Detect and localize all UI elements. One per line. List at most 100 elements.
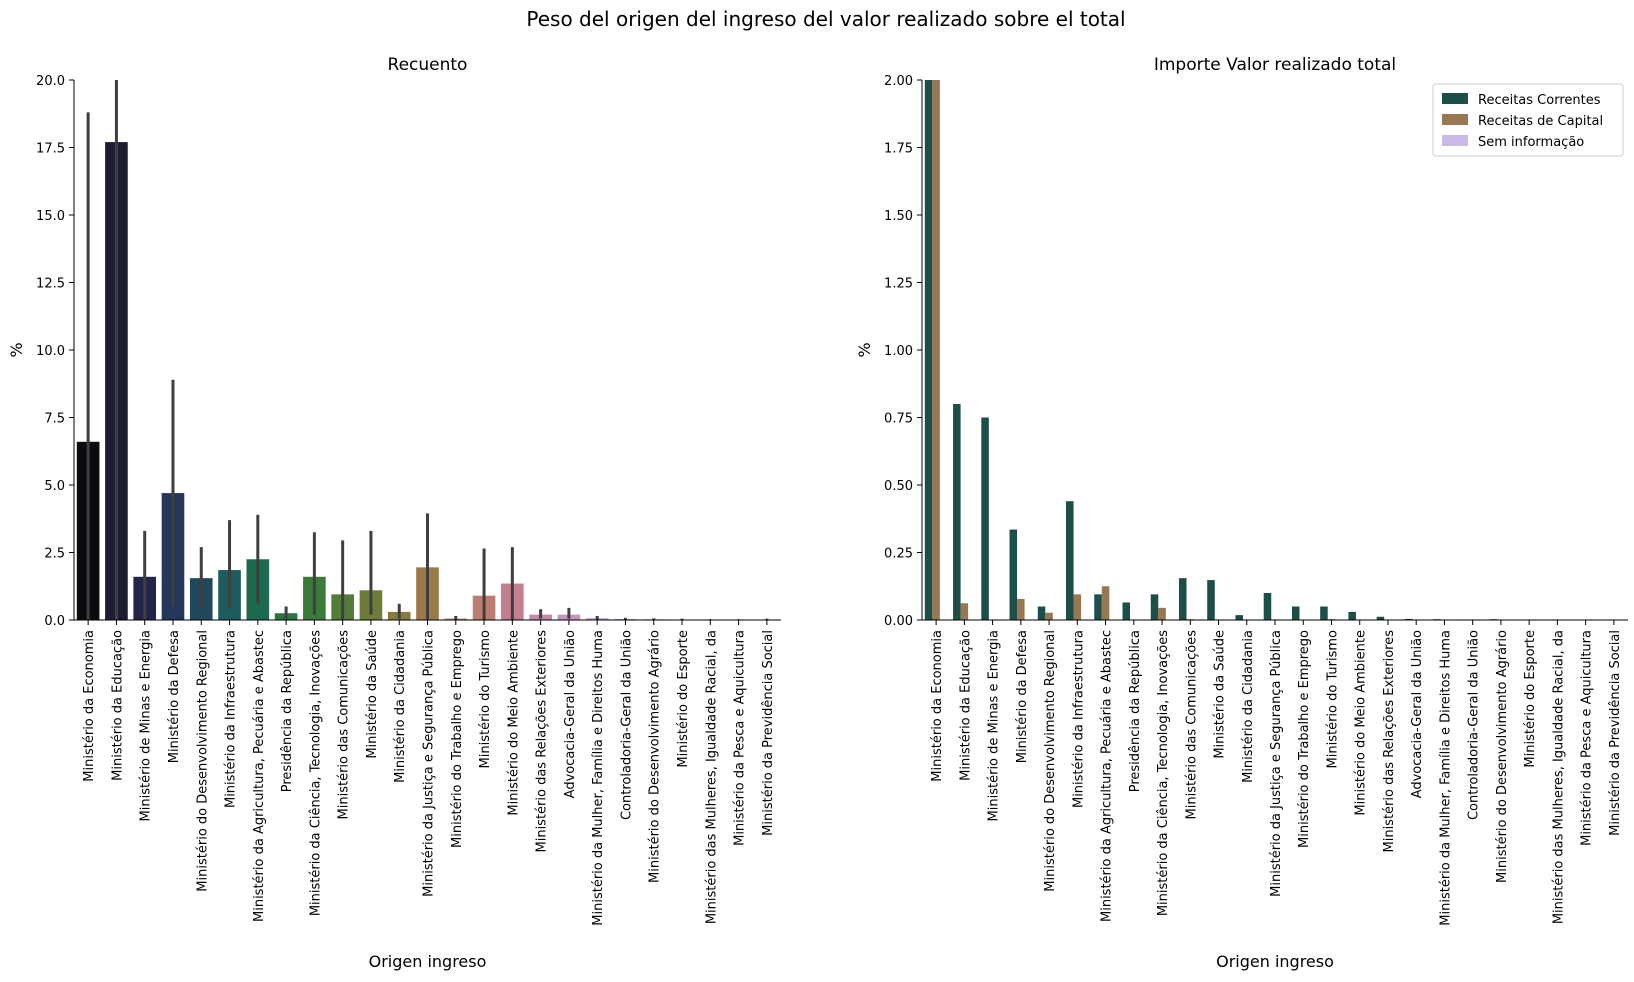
y-tick-label: 17.5 xyxy=(36,142,65,157)
x-tick-label: Ministério da Economia xyxy=(82,630,97,782)
x-tick-label: Ministério do Trabalho e Emprego xyxy=(450,630,465,848)
x-tick-label: Ministério da Saúde xyxy=(1213,630,1228,759)
x-tick-label: Ministério do Meio Ambiente xyxy=(506,630,521,816)
bar-receitas-correntes xyxy=(1235,615,1243,620)
x-tick-label: Controladoria-Geral da União xyxy=(1467,630,1482,820)
bar-receitas-correntes xyxy=(1179,578,1187,620)
y-tick-label: 20.0 xyxy=(36,74,65,89)
legend-label: Receitas de Capital xyxy=(1478,114,1603,129)
x-tick-label: Ministério do Turismo xyxy=(1325,630,1340,769)
x-tick-label: Ministério da Saúde xyxy=(365,630,380,759)
y-tick-label: 0.25 xyxy=(884,547,913,562)
bar-receitas-correntes xyxy=(1123,602,1131,620)
chart-title: Importe Valor realizado total xyxy=(1154,55,1396,75)
bar-receitas-de-capital xyxy=(1074,594,1082,620)
x-tick-label: Ministério do Esporte xyxy=(1523,630,1538,768)
legend-swatch xyxy=(1442,93,1468,104)
y-tick-label: 0.0 xyxy=(44,614,65,629)
x-tick-label: Ministério da Pesca e Aquicultura xyxy=(733,630,748,846)
x-tick-label: Ministério das Relações Exteriores xyxy=(535,630,550,853)
y-tick-label: 1.00 xyxy=(884,344,913,359)
bar-receitas-correntes xyxy=(1264,593,1272,620)
bar-receitas-correntes xyxy=(1207,580,1215,620)
bar-receitas-correntes xyxy=(1292,607,1300,621)
bar-receitas-correntes xyxy=(1010,530,1018,620)
x-tick-label: Advocacia-Geral da União xyxy=(1410,630,1425,798)
bar-receitas-correntes xyxy=(1038,607,1046,621)
bar-receitas-de-capital xyxy=(932,80,940,620)
x-tick-label: Ministério do Desenvolvimento Agrário xyxy=(648,630,663,883)
bar-receitas-de-capital xyxy=(1102,586,1110,620)
x-tick-label: Ministério das Mulheres, Igualdade Racia… xyxy=(1551,630,1566,924)
legend: Receitas Correntes Receitas de Capital Sem… xyxy=(1433,84,1623,156)
x-tick-label: Ministério da Agricultura, Pecuária e Ab… xyxy=(252,630,267,922)
y-tick-label: 1.50 xyxy=(884,209,913,224)
x-tick-label: Ministério da Defesa xyxy=(1015,630,1030,763)
y-tick-label: 0.50 xyxy=(884,479,913,494)
bar-receitas-correntes xyxy=(1151,594,1159,620)
x-tick-label: Ministério do Desenvolvimento Agrário xyxy=(1495,630,1510,883)
legend-label: Sem informação xyxy=(1478,135,1584,150)
y-tick-label: 2.5 xyxy=(44,547,65,562)
y-tick-label: 0.00 xyxy=(884,614,913,629)
legend-label: Receitas Correntes xyxy=(1478,93,1601,108)
bar-receitas-de-capital xyxy=(1158,608,1166,620)
y-tick-label: 1.25 xyxy=(884,277,913,292)
x-tick-label: Ministério do Turismo xyxy=(478,630,493,769)
x-tick-label: Ministério do Desenvolvimento Regional xyxy=(1043,630,1058,892)
y-axis-label: % xyxy=(7,342,26,357)
x-tick-label: Ministério de Minas e Energia xyxy=(987,630,1002,821)
x-tick-label: Ministério da Cidadania xyxy=(393,630,408,783)
x-tick-label: Ministério do Meio Ambiente xyxy=(1354,630,1369,816)
x-tick-label: Ministério da Pesca e Aquicultura xyxy=(1580,630,1595,846)
x-tick-label: Controladoria-Geral da União xyxy=(619,630,634,820)
x-tick-label: Presidência da República xyxy=(280,630,295,792)
chart-importe: Importe Valor realizado total 0.00 0.25 0.5… xyxy=(855,55,1628,971)
bar-receitas-correntes xyxy=(1348,612,1356,620)
x-tick-label: Ministério da Cidadania xyxy=(1241,630,1256,783)
x-tick-label: Ministério do Esporte xyxy=(676,630,691,768)
bar-receitas-correntes xyxy=(953,404,961,620)
x-tick-label: Ministério da Defesa xyxy=(167,630,182,763)
x-tick-label: Ministério da Infraestrutura xyxy=(224,630,239,808)
x-tick-label: Ministério da Educação xyxy=(958,630,973,781)
bar-receitas-de-capital xyxy=(1045,613,1053,620)
x-tick-label: Ministério da Ciência, Tecnologia, Inova… xyxy=(308,630,323,916)
bar-receitas-de-capital xyxy=(1017,599,1025,620)
chart-title: Recuento xyxy=(388,55,468,75)
chart-recuento: Recuento 0.0 2.5 5.0 7.5 10.0 12.5 15.0 17.5 20.0… xyxy=(7,55,781,971)
y-tick-label: 1.75 xyxy=(884,142,913,157)
bar-receitas-correntes xyxy=(981,418,989,621)
x-tick-label: Ministério de Minas e Energia xyxy=(139,630,154,821)
x-tick-label: Ministério da Justiça e Segurança Públic… xyxy=(422,630,437,897)
x-tick-label: Ministério da Economia xyxy=(930,630,945,782)
y-tick-label: 10.0 xyxy=(36,344,65,359)
x-tick-label: Ministério das Relações Exteriores xyxy=(1382,630,1397,853)
bar-receitas-de-capital xyxy=(961,603,969,620)
legend-swatch xyxy=(1442,135,1468,146)
y-tick-label: 15.0 xyxy=(36,209,65,224)
x-tick-label: Ministério da Justiça e Segurança Públic… xyxy=(1269,630,1284,897)
y-tick-label: 7.5 xyxy=(44,412,65,427)
x-tick-label: Ministério da Mulher, Família e Direitos… xyxy=(591,630,606,926)
x-tick-label: Ministério da Mulher, Família e Direitos… xyxy=(1438,630,1453,926)
y-tick-label: 2.00 xyxy=(884,74,913,89)
x-tick-label: Ministério das Comunicações xyxy=(1184,630,1199,820)
x-axis-label: Origen ingreso xyxy=(369,952,487,971)
x-tick-label: Ministério das Mulheres, Igualdade Racia… xyxy=(704,630,719,924)
figure-suptitle: Peso del origen del ingreso del valor re… xyxy=(526,7,1125,31)
x-tick-label: Ministério do Trabalho e Emprego xyxy=(1297,630,1312,848)
x-tick-label: Ministério da Previdência Social xyxy=(1608,630,1623,836)
x-tick-label: Ministério da Infraestrutura xyxy=(1071,630,1086,808)
y-tick-label: 12.5 xyxy=(36,277,65,292)
y-tick-label: 5.0 xyxy=(44,479,65,494)
x-tick-label: Ministério da Agricultura, Pecuária e Ab… xyxy=(1100,630,1115,922)
bar-receitas-correntes xyxy=(1094,594,1102,620)
x-tick-label: Ministério da Previdência Social xyxy=(761,630,776,836)
y-axis-label: % xyxy=(855,342,874,357)
x-tick-label: Ministério das Comunicações xyxy=(337,630,352,820)
x-tick-label: Ministério do Desenvolvimento Regional xyxy=(195,630,210,892)
x-tick-label: Advocacia-Geral da União xyxy=(563,630,578,798)
